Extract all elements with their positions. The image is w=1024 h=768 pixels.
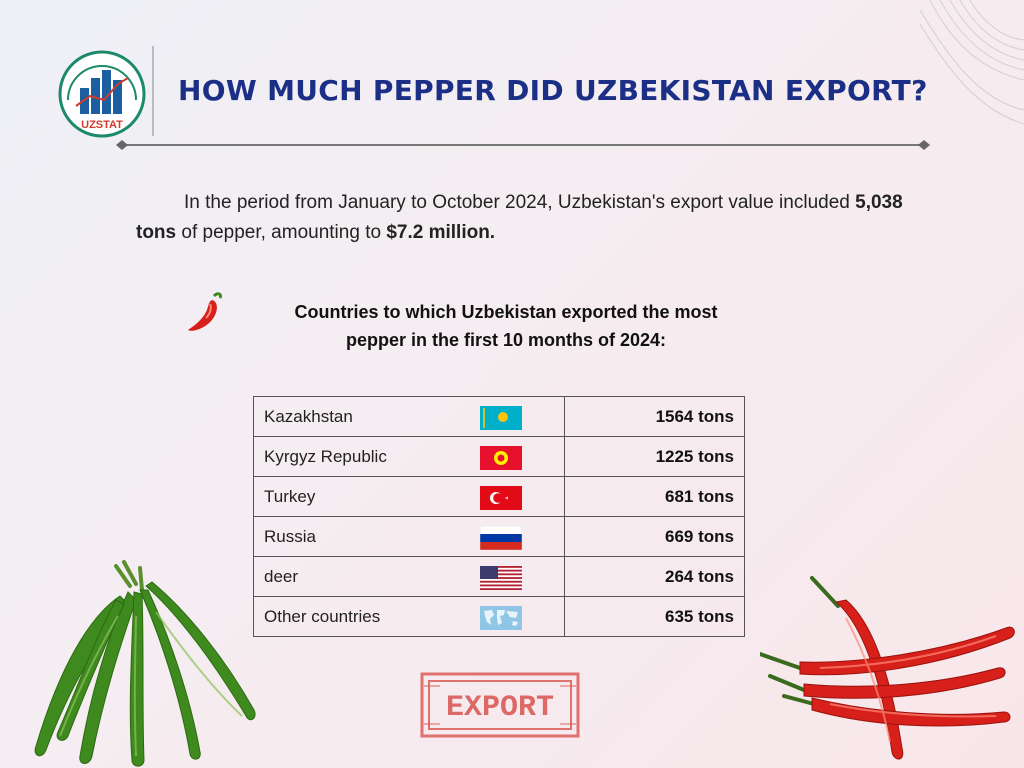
intro-text-1: In the period from January to October 20… bbox=[184, 192, 856, 213]
uzstat-logo: UZSTAT bbox=[58, 50, 146, 138]
table-subtitle: Countries to which Uzbekistan exported t… bbox=[232, 298, 780, 354]
kyrgyzstan-flag-icon bbox=[480, 446, 522, 470]
world-map-icon bbox=[480, 606, 522, 630]
subtitle-line-2: pepper in the first 10 months of 2024: bbox=[345, 330, 667, 350]
country-name: Other countries bbox=[264, 606, 381, 626]
usa-flag-icon bbox=[480, 566, 522, 590]
amount-cell: 635 tons bbox=[563, 596, 746, 637]
svg-text:EXPORT: EXPORT bbox=[446, 691, 554, 725]
country-cell: Kazakhstan bbox=[253, 396, 565, 437]
country-cell: Other countries bbox=[253, 596, 565, 637]
intro-tons: 5,038 tons bbox=[136, 192, 903, 243]
turkey-flag-icon bbox=[480, 486, 522, 510]
table-row: Turkey 681 tons bbox=[253, 476, 746, 517]
red-peppers-image bbox=[760, 576, 1015, 760]
amount-cell: 1225 tons bbox=[563, 436, 746, 477]
header-divider bbox=[152, 46, 154, 136]
table-row: deer 264 tons bbox=[253, 556, 746, 597]
table-row: Other countries 635 tons bbox=[253, 596, 746, 637]
decorative-lines bbox=[920, 0, 1024, 125]
country-cell: Kyrgyz Republic bbox=[253, 436, 565, 477]
amount-cell: 681 tons bbox=[563, 476, 746, 517]
amount-cell: 669 tons bbox=[563, 516, 746, 557]
amount-cell: 1564 tons bbox=[563, 396, 746, 437]
intro-paragraph: In the period from January to October 20… bbox=[136, 188, 906, 248]
intro-text-2: of pepper, amounting to bbox=[176, 222, 387, 243]
table-row: Kyrgyz Republic 1225 tons bbox=[253, 436, 746, 477]
country-name: Kazakhstan bbox=[264, 406, 353, 426]
subtitle-line-1: Countries to which Uzbekistan exported t… bbox=[294, 302, 718, 322]
country-cell: Russia bbox=[253, 516, 565, 557]
chili-pepper-icon bbox=[188, 292, 222, 331]
green-peppers-image bbox=[34, 560, 256, 767]
kazakhstan-flag-icon bbox=[480, 406, 522, 430]
svg-text:UZSTAT: UZSTAT bbox=[81, 119, 123, 131]
russia-flag-icon bbox=[480, 526, 522, 550]
country-name: deer bbox=[264, 566, 299, 586]
country-cell: Turkey bbox=[253, 476, 565, 517]
country-cell: deer bbox=[253, 556, 565, 597]
amount-cell: 264 tons bbox=[563, 556, 746, 597]
title-underline bbox=[116, 140, 930, 150]
page-title: HOW MUCH PEPPER DID UZBEKISTAN EXPORT? bbox=[178, 74, 928, 107]
country-name: Turkey bbox=[264, 486, 316, 506]
table-row: Kazakhstan 1564 tons bbox=[253, 396, 746, 437]
country-name: Kyrgyz Republic bbox=[264, 446, 387, 466]
export-stamp: EXPORT bbox=[420, 672, 580, 738]
intro-value: $7.2 million. bbox=[386, 222, 496, 243]
table-row: Russia 669 tons bbox=[253, 516, 746, 557]
export-table: Kazakhstan 1564 tons Kyrgyz Republic 122… bbox=[253, 396, 746, 637]
country-name: Russia bbox=[264, 526, 316, 546]
